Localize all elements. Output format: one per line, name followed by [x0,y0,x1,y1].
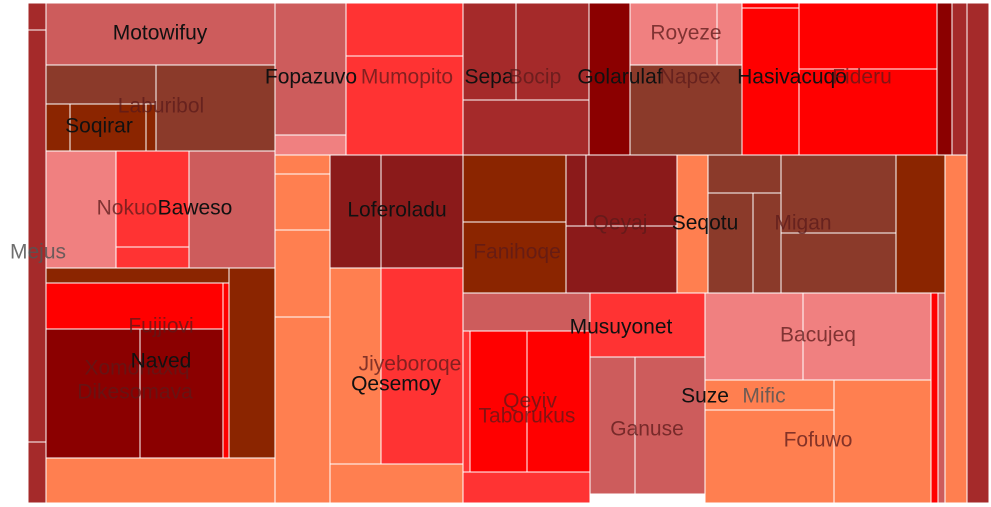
tile-label-sepa: Sepa [464,66,513,89]
treemap-tile [27,29,47,443]
treemap-tile [798,68,938,156]
tile-label-loferoladu: Loferoladu [347,199,446,222]
tile-label-taborukus: Taborukus [479,405,576,428]
treemap-tile [937,292,946,504]
tile-label-motowifuy: Motowifuy [113,22,208,45]
treemap-tile [634,356,706,495]
tile-label-qesemoy: Qesemoy [351,373,441,396]
tile-label-napex: Napex [660,66,721,89]
tile-label-bacujeq: Bacujeq [780,324,856,347]
treemap-tile [930,292,939,504]
tile-label-qeyiv: Qeyiv [503,390,557,413]
treemap-tile [188,150,276,269]
tile-label-fanihoqe: Fanihoqe [473,241,561,264]
treemap-tile [780,232,897,294]
treemap-tile [741,7,800,156]
treemap-tile [228,267,276,459]
tile-label-jiyeboroqe: Jiyeboroqe [359,353,462,376]
treemap-tile [565,225,678,294]
treemap-tile [462,154,567,223]
treemap-tile [802,292,932,381]
treemap-tile [704,379,835,411]
tile-label-bocip: Bocip [509,66,562,89]
tile-label-naved: Naved [131,350,192,373]
tile-label-royeze: Royeze [650,22,721,45]
treemap-tile [115,246,190,269]
treemap-tile [585,154,678,227]
treemap-tile [966,2,990,504]
tile-label-fopazuvo: Fopazuvo [265,66,357,89]
tile-label-fujjiovi: Fujjiovi [128,315,193,338]
treemap-tile [741,2,800,9]
treemap-tile [115,150,190,248]
treemap-tile [329,267,382,465]
treemap-tile [704,292,804,381]
tile-label-fideru: Fideru [832,66,892,89]
treemap-tile [462,471,591,504]
treemap-tile [707,154,782,194]
treemap-tile [629,64,743,156]
treemap-tile [588,2,631,156]
treemap-tile [45,64,157,105]
treemap-tile [380,267,464,465]
tile-label-baweso: Baweso [158,197,233,220]
tile-label-soqirar: Soqirar [65,115,133,138]
treemap-tile [704,409,835,504]
treemap-tile [45,2,276,66]
treemap-tile [274,154,331,175]
treemap-tile [589,356,636,495]
tile-label-seqotu: Seqotu [672,212,739,235]
treemap-tile [345,2,464,57]
tile-label-xomohaxiq: Xomohaxiq [84,357,189,380]
treemap-tile [462,99,590,156]
treemap-tile [565,154,587,227]
treemap-tile [274,2,347,136]
tile-label-dikesomava: Dikesomava [77,381,193,404]
tile-label-fofuwo: Fofuwo [784,429,853,452]
treemap-tile [515,2,590,101]
tile-label-musuyonet: Musuyonet [570,316,673,339]
treemap-tile [329,463,464,504]
treemap-tile [139,328,224,459]
tile-label-golarulaf: Golarulaf [577,66,662,89]
treemap-tile [526,330,591,473]
tile-label-qeyaj: Qeyaj [593,212,648,235]
tile-label-mumopito: Mumopito [361,66,453,89]
treemap-tile [462,292,591,332]
treemap-tile [274,134,347,156]
treemap-tile [45,328,141,459]
treemap-tile [895,154,946,294]
tile-label-mejus: Mejus [10,241,66,264]
treemap-tile [274,173,331,231]
treemap-tile [798,2,938,70]
treemap-tile [936,2,953,156]
treemap-tile [462,330,471,473]
tile-label-ganuse: Ganuse [610,418,684,441]
treemap-tile [45,282,224,330]
treemap-tile [469,330,528,473]
tile-label-nokuo: Nokuo [97,197,158,220]
tile-label-migan: Migan [774,212,831,235]
treemap-tile [944,154,968,504]
treemap-tile [676,154,709,294]
tile-label-mific: Mific [742,385,785,408]
treemap-tile [274,229,331,318]
tile-label-suze: Suze [681,385,729,408]
treemap-tile [274,316,331,504]
treemap-tile [45,267,230,284]
treemap-tile [155,64,276,152]
treemap-tile [222,282,230,459]
tile-label-laburibol: Laburibol [118,95,204,118]
treemap-tile [45,457,276,504]
tile-label-hasivacuqo: Hasivacuqo [737,66,847,89]
treemap-tile [752,192,782,294]
treemap-tile [329,154,382,269]
treemap-tile [589,292,706,358]
treemap-tile [380,154,464,269]
treemap-tile [707,192,754,294]
treemap-tile [716,2,743,66]
treemap-tile [462,2,517,101]
